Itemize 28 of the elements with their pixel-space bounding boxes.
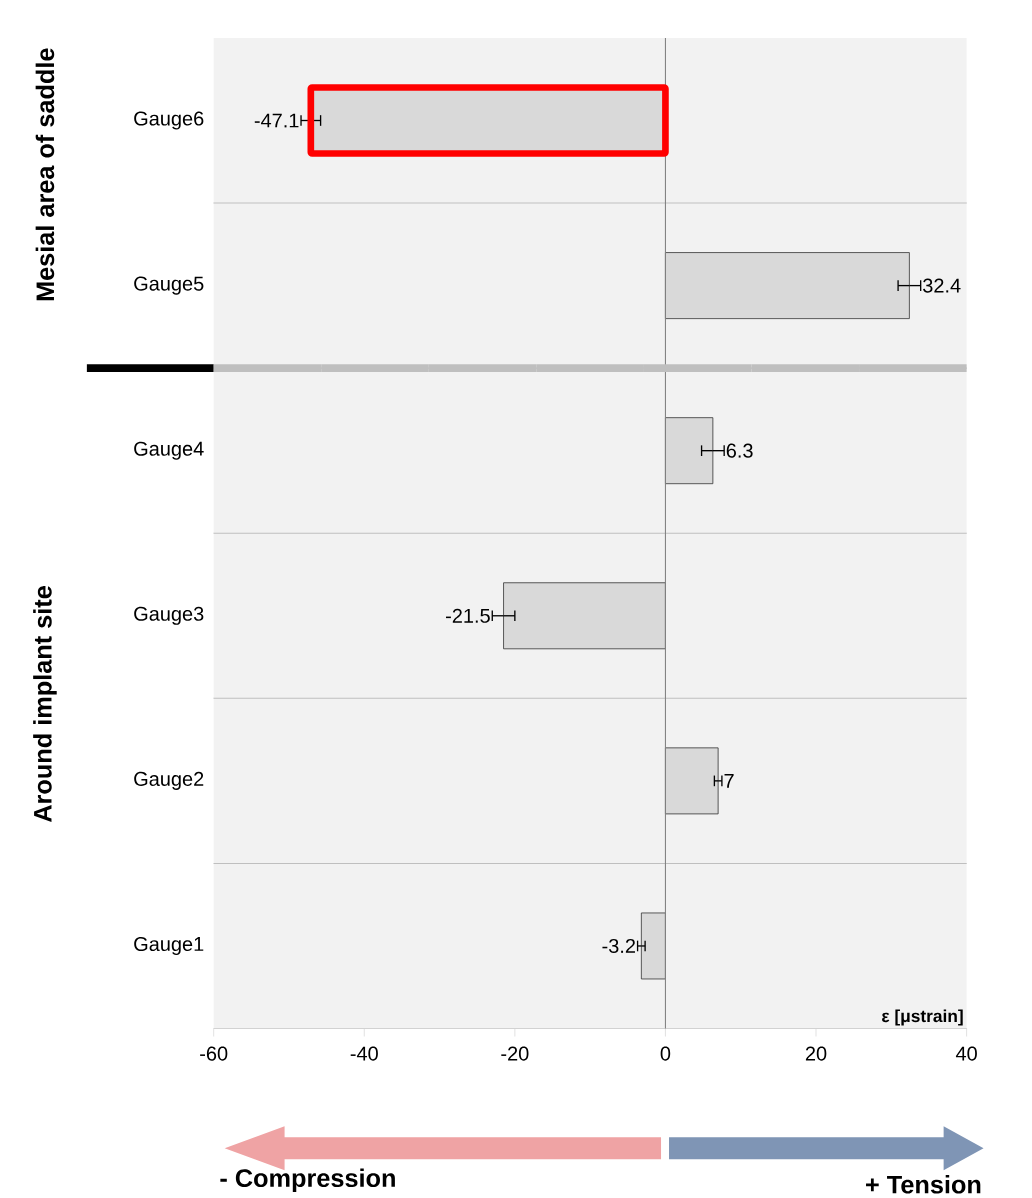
data-label: 32.4 <box>922 278 961 293</box>
y-tick-label: Gauge1 <box>133 936 204 955</box>
bar <box>502 582 666 650</box>
bar <box>664 252 910 320</box>
y-tick-label: Gauge5 <box>133 276 204 295</box>
data-label: -47.1 <box>254 113 299 128</box>
text: - Compression <box>220 1168 395 1193</box>
x-tick-label: 0 <box>660 1046 670 1061</box>
x-tick-label: 40 <box>955 1046 977 1061</box>
bar <box>640 912 666 980</box>
text: + Tension <box>865 1174 981 1194</box>
bar <box>664 747 719 815</box>
data-label: 7 <box>724 774 734 788</box>
data-label: -21.5 <box>445 608 490 623</box>
x-tick-label: -40 <box>350 1046 378 1061</box>
bar <box>664 417 714 485</box>
y-tick-label: Gauge2 <box>133 771 204 790</box>
y-tick-label: Gauge3 <box>133 606 204 625</box>
y-tick-label: Gauge4 <box>133 441 204 460</box>
data-label: 6.3 <box>726 443 753 458</box>
data-label: -3.2 <box>602 938 635 954</box>
x-axis-title: ε [μstrain] <box>881 1009 963 1026</box>
text: Mesial area of saddle <box>35 48 54 301</box>
y-tick-label: Gauge6 <box>133 111 204 130</box>
x-tick-label: -20 <box>501 1046 529 1061</box>
text: Around implant site <box>32 586 57 823</box>
x-tick-label: -60 <box>199 1046 228 1061</box>
x-tick-label: 20 <box>805 1046 827 1061</box>
